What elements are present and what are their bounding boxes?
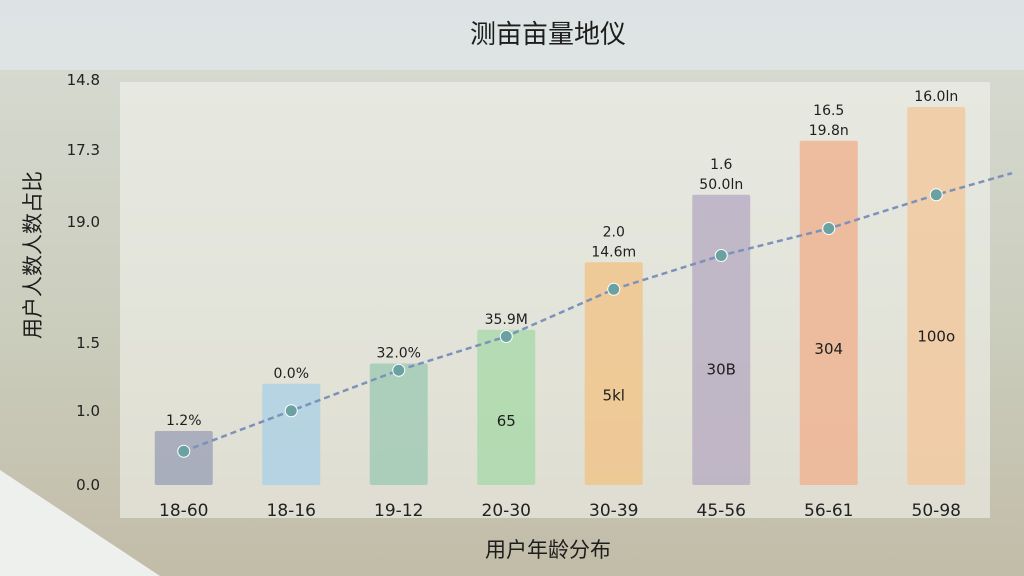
x-tick-label: 18-16 bbox=[267, 501, 316, 521]
bar-value-label: 14.6m bbox=[591, 244, 636, 260]
bar-value-label: 16.0ln bbox=[914, 89, 958, 105]
trend-line bbox=[183, 171, 1013, 453]
y-axis-title: 用户人数人数占比 bbox=[21, 171, 45, 339]
bar-inner-label: 30B bbox=[707, 361, 736, 379]
trend-point bbox=[177, 444, 191, 458]
bar-18-16 bbox=[262, 383, 321, 485]
y-axis-ticks: 0.0 1.0 1.5 19.0 17.3 14.8 bbox=[67, 71, 100, 494]
bar-56-61 bbox=[799, 140, 858, 485]
x-tick-label: 45-56 bbox=[697, 501, 746, 521]
bar-inner-label: 65 bbox=[497, 412, 516, 430]
x-tick-label: 30-39 bbox=[589, 501, 638, 521]
y-tick-label: 0.0 bbox=[76, 476, 100, 494]
bar-extra-label: 16.5 bbox=[813, 103, 844, 119]
bar-45-56 bbox=[692, 194, 751, 485]
y-tick-label: 14.8 bbox=[67, 71, 100, 89]
bar-30-39 bbox=[584, 262, 643, 485]
x-tick-label: 18-60 bbox=[159, 501, 208, 521]
x-axis-title: 用户年龄分布 bbox=[485, 538, 611, 562]
bar-value-label: 1.2% bbox=[166, 413, 202, 429]
y-tick-label: 1.0 bbox=[76, 402, 100, 420]
bar-value-label: 50.0ln bbox=[699, 177, 743, 193]
bar-series: 1.2% 0.0% 32.0% 35.9M 65 2.0 14.6m 5kl 1.6 50.0ln… bbox=[154, 89, 966, 485]
x-tick-label: 20-30 bbox=[482, 501, 531, 521]
trend-point bbox=[822, 222, 836, 235]
trend-point bbox=[499, 330, 513, 343]
bar-50-98 bbox=[907, 107, 966, 485]
bar-inner-label: 5kl bbox=[603, 386, 625, 404]
trend-point bbox=[284, 404, 298, 418]
bar-20-30 bbox=[477, 329, 536, 485]
bar-extra-label: 2.0 bbox=[603, 224, 625, 240]
bar-19-12 bbox=[369, 363, 428, 485]
bar-extra-label: 1.6 bbox=[710, 157, 732, 173]
trend-point bbox=[929, 188, 943, 202]
chart-title: 测亩亩量地仪 bbox=[470, 20, 626, 50]
bar-inner-label: 100o bbox=[917, 327, 955, 345]
trend-point bbox=[607, 282, 621, 296]
y-tick-label: 1.5 bbox=[76, 334, 100, 352]
bar-value-label: 32.0% bbox=[377, 346, 421, 362]
trend-line-series bbox=[177, 171, 1013, 458]
trend-point bbox=[714, 249, 728, 262]
x-tick-label: 50-98 bbox=[912, 501, 961, 521]
x-axis-labels: 18-60 18-16 19-12 20-30 30-39 45-56 56-61 50-98 bbox=[159, 501, 961, 521]
bar-value-label: 0.0% bbox=[273, 366, 309, 382]
x-tick-label: 56-61 bbox=[804, 501, 853, 521]
bar-18-60 bbox=[154, 431, 213, 485]
trend-point bbox=[392, 363, 406, 377]
y-tick-label: 19.0 bbox=[67, 213, 100, 231]
bar-value-label: 35.9M bbox=[485, 312, 528, 328]
bar-inner-label: 304 bbox=[814, 340, 843, 358]
left-corner-patch bbox=[0, 470, 160, 576]
bar-value-label: 19.8n bbox=[809, 123, 849, 139]
y-tick-label: 17.3 bbox=[67, 141, 100, 159]
x-tick-label: 19-12 bbox=[374, 501, 423, 521]
